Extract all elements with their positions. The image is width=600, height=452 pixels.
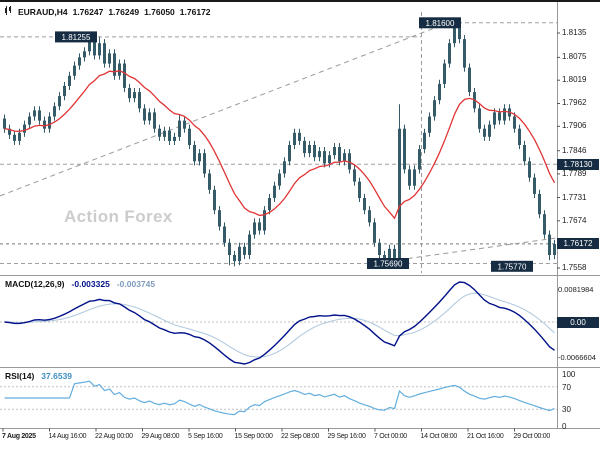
time-axis-label: 29 Sep 16:00	[327, 432, 366, 440]
time-axis-label: 7 Oct 00:00	[374, 432, 407, 440]
price-level-lines	[0, 22, 557, 264]
rsi-tick-label: 0	[562, 422, 567, 431]
rsi-tick-label: 100	[562, 369, 576, 379]
header-close: 1.76172	[179, 6, 211, 17]
macd-label: MACD(12,26,9) -0.003325 -0.003745	[5, 279, 155, 289]
rsi-tick-label: 30	[562, 405, 571, 415]
time-axis-label: 29 Oct 00:00	[513, 432, 551, 440]
chart-header: EURAUD,H4 1.76247 1.76249 1.76050 1.7617…	[4, 6, 211, 17]
price-tick-label: 1.7731	[562, 192, 587, 202]
macd-axis-min: -0.0066604	[558, 353, 596, 362]
price-tick-label: 1.7846	[562, 145, 587, 155]
price-tick-label: 1.7558	[562, 263, 587, 272]
time-axis-label: 14 Aug 16:00	[48, 432, 87, 440]
time-axis-label: 21 Oct 16:00	[467, 432, 504, 440]
axis-ticks	[2, 32, 560, 432]
svg-text:1.75770: 1.75770	[498, 262, 527, 271]
svg-text:1.81600: 1.81600	[426, 19, 455, 28]
rsi-plot	[0, 380, 557, 416]
trendlines[interactable]	[0, 21, 558, 264]
header-low: 1.76050	[144, 6, 175, 17]
current-price-axis-label: 1.76172	[557, 238, 599, 250]
macd-axis-max: 0.0081984	[558, 285, 594, 294]
rsi-tick-label: 70	[562, 382, 571, 392]
macd-plot	[0, 281, 557, 365]
svg-text:1.75690: 1.75690	[374, 260, 403, 269]
macd-zero-axis-label: 0.00	[557, 316, 599, 328]
watermark: Action Forex	[64, 207, 173, 226]
rsi-name: RSI(14)	[5, 371, 35, 381]
price-tick-label: 1.8075	[562, 52, 587, 62]
time-axis-label: 22 Sep 08:00	[281, 432, 320, 440]
time-axis-label: 15 Sep 00:00	[234, 432, 273, 440]
candlestick-chart-icon	[4, 6, 13, 17]
rsi-value: 37.6539	[41, 371, 73, 381]
header-symbol-timeframe: EURAUD,H4	[18, 6, 68, 17]
price-tick-label: 1.7674	[562, 215, 587, 225]
svg-text:1.81255: 1.81255	[62, 33, 91, 42]
price-tick-label: 1.7789	[562, 168, 587, 178]
header-open: 1.76247	[72, 6, 104, 17]
time-axis-label: 5 Sep 16:00	[188, 432, 223, 440]
macd-signal-value: -0.003745	[116, 279, 156, 289]
price-tick-label: 1.8019	[562, 75, 587, 85]
price-level-axis-label[interactable]: 1.78130	[557, 158, 599, 170]
time-axis-label: 7 Aug 2025	[2, 432, 36, 440]
price-tick-label: 1.8135	[562, 28, 587, 37]
price-tick-label: 1.7906	[562, 121, 587, 131]
price-level-boxes[interactable]: 1.81255 1.81600 1.75690 1.75770	[55, 17, 533, 272]
candles	[3, 22, 556, 267]
macd-name: MACD(12,26,9)	[5, 279, 65, 289]
pane-separators	[0, 2, 600, 429]
header-high: 1.76249	[108, 6, 140, 17]
time-axis-label: 22 Aug 00:00	[95, 432, 133, 440]
time-axis-label: 29 Aug 08:00	[141, 432, 180, 440]
time-axis-label: 14 Oct 08:00	[420, 432, 458, 440]
price-tick-label: 1.7962	[562, 98, 587, 108]
rsi-label: RSI(14) 37.6539	[5, 371, 72, 381]
ma-line	[4, 70, 556, 220]
macd-value: -0.003325	[71, 279, 110, 289]
